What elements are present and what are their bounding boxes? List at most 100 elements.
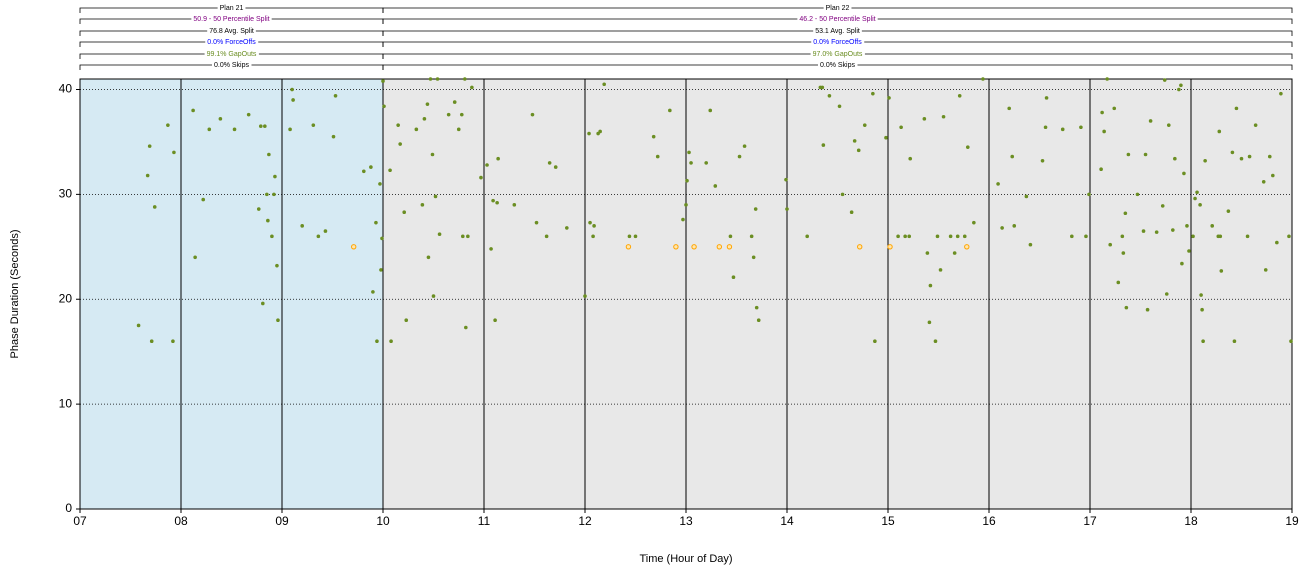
data-point — [311, 123, 316, 127]
data-point — [1024, 194, 1029, 199]
data-point — [1179, 83, 1183, 88]
data-point — [941, 114, 946, 119]
data-point — [633, 234, 638, 239]
data-point — [1210, 224, 1215, 228]
plan-label: 99.1% GapOuts — [207, 51, 257, 58]
plan-label: 0.0% ForceOffs — [813, 39, 862, 46]
data-point — [651, 134, 656, 139]
data-point — [437, 232, 442, 237]
data-point — [955, 234, 960, 239]
data-point — [1171, 228, 1175, 232]
plan-label: Plan 21 — [220, 5, 244, 12]
data-point — [887, 244, 893, 250]
data-point — [1230, 150, 1235, 155]
data-point — [398, 142, 402, 146]
data-point — [246, 112, 251, 117]
data-point — [171, 339, 175, 343]
data-point — [1245, 234, 1250, 239]
y-tick-label: 30 — [59, 187, 73, 201]
data-point — [1043, 125, 1048, 130]
data-point — [602, 82, 606, 87]
data-point — [587, 131, 591, 136]
data-point — [708, 108, 713, 113]
data-point — [275, 263, 279, 268]
data-point — [1099, 167, 1103, 171]
data-point — [820, 85, 825, 90]
data-point — [1112, 106, 1117, 111]
data-point — [691, 244, 697, 250]
plan-label-bg — [211, 61, 252, 69]
plan-label-bg — [217, 4, 246, 12]
data-point — [1267, 154, 1272, 159]
data-point — [849, 210, 854, 214]
data-point — [1287, 234, 1291, 239]
x-tick-label: 14 — [780, 514, 794, 528]
data-point — [456, 127, 461, 132]
data-point — [1108, 242, 1112, 247]
data-point — [1289, 339, 1293, 343]
data-point — [149, 339, 154, 343]
data-point — [201, 197, 206, 202]
data-point — [1201, 339, 1205, 343]
data-point — [166, 123, 170, 127]
data-point — [1185, 224, 1189, 228]
data-point — [323, 229, 328, 233]
data-point — [374, 220, 378, 225]
data-point — [420, 203, 425, 207]
data-point — [193, 255, 197, 260]
data-point — [1154, 230, 1159, 234]
data-point — [598, 129, 602, 134]
data-point — [592, 224, 596, 228]
data-point — [207, 127, 212, 132]
data-point — [351, 244, 357, 250]
data-point — [1164, 292, 1169, 296]
data-point — [459, 112, 464, 117]
data-point — [756, 318, 761, 323]
data-point — [896, 234, 900, 239]
data-point — [1199, 293, 1203, 297]
data-point — [452, 100, 457, 104]
data-point — [565, 226, 569, 230]
data-point — [1040, 159, 1045, 163]
data-point — [1000, 226, 1004, 230]
data-point — [414, 127, 419, 132]
plan-label-bg — [204, 50, 259, 58]
x-tick-label: 18 — [1184, 514, 1198, 528]
x-tick-label: 17 — [1083, 514, 1097, 528]
data-point — [1232, 339, 1237, 343]
data-point — [291, 98, 295, 102]
data-point — [737, 154, 742, 159]
data-point — [588, 220, 592, 225]
data-point — [267, 152, 271, 157]
data-point — [972, 220, 976, 225]
plan-label: 97.0% GapOuts — [813, 51, 863, 58]
data-point — [191, 108, 195, 113]
data-point — [371, 290, 375, 294]
data-point — [687, 150, 691, 155]
data-point — [1271, 173, 1275, 178]
data-point — [331, 134, 336, 139]
data-point — [1126, 152, 1131, 157]
data-point — [805, 234, 809, 239]
data-point — [1087, 192, 1091, 197]
x-tick-label: 11 — [478, 514, 491, 528]
data-point — [1079, 125, 1083, 130]
data-point — [388, 168, 392, 173]
data-point — [276, 318, 280, 323]
data-point — [1166, 123, 1171, 127]
data-point — [1234, 106, 1239, 111]
data-point — [426, 255, 431, 260]
data-point — [218, 117, 223, 121]
data-point — [627, 234, 632, 239]
data-point — [464, 325, 468, 330]
data-point — [1084, 234, 1088, 239]
data-point — [1010, 154, 1015, 159]
data-point — [952, 251, 957, 255]
plan-label-bg — [207, 27, 256, 35]
data-point — [749, 234, 754, 239]
plan-label-bg — [810, 50, 865, 58]
data-point — [404, 318, 409, 323]
data-point — [1105, 77, 1109, 81]
data-point — [266, 218, 270, 223]
data-point — [938, 268, 943, 272]
